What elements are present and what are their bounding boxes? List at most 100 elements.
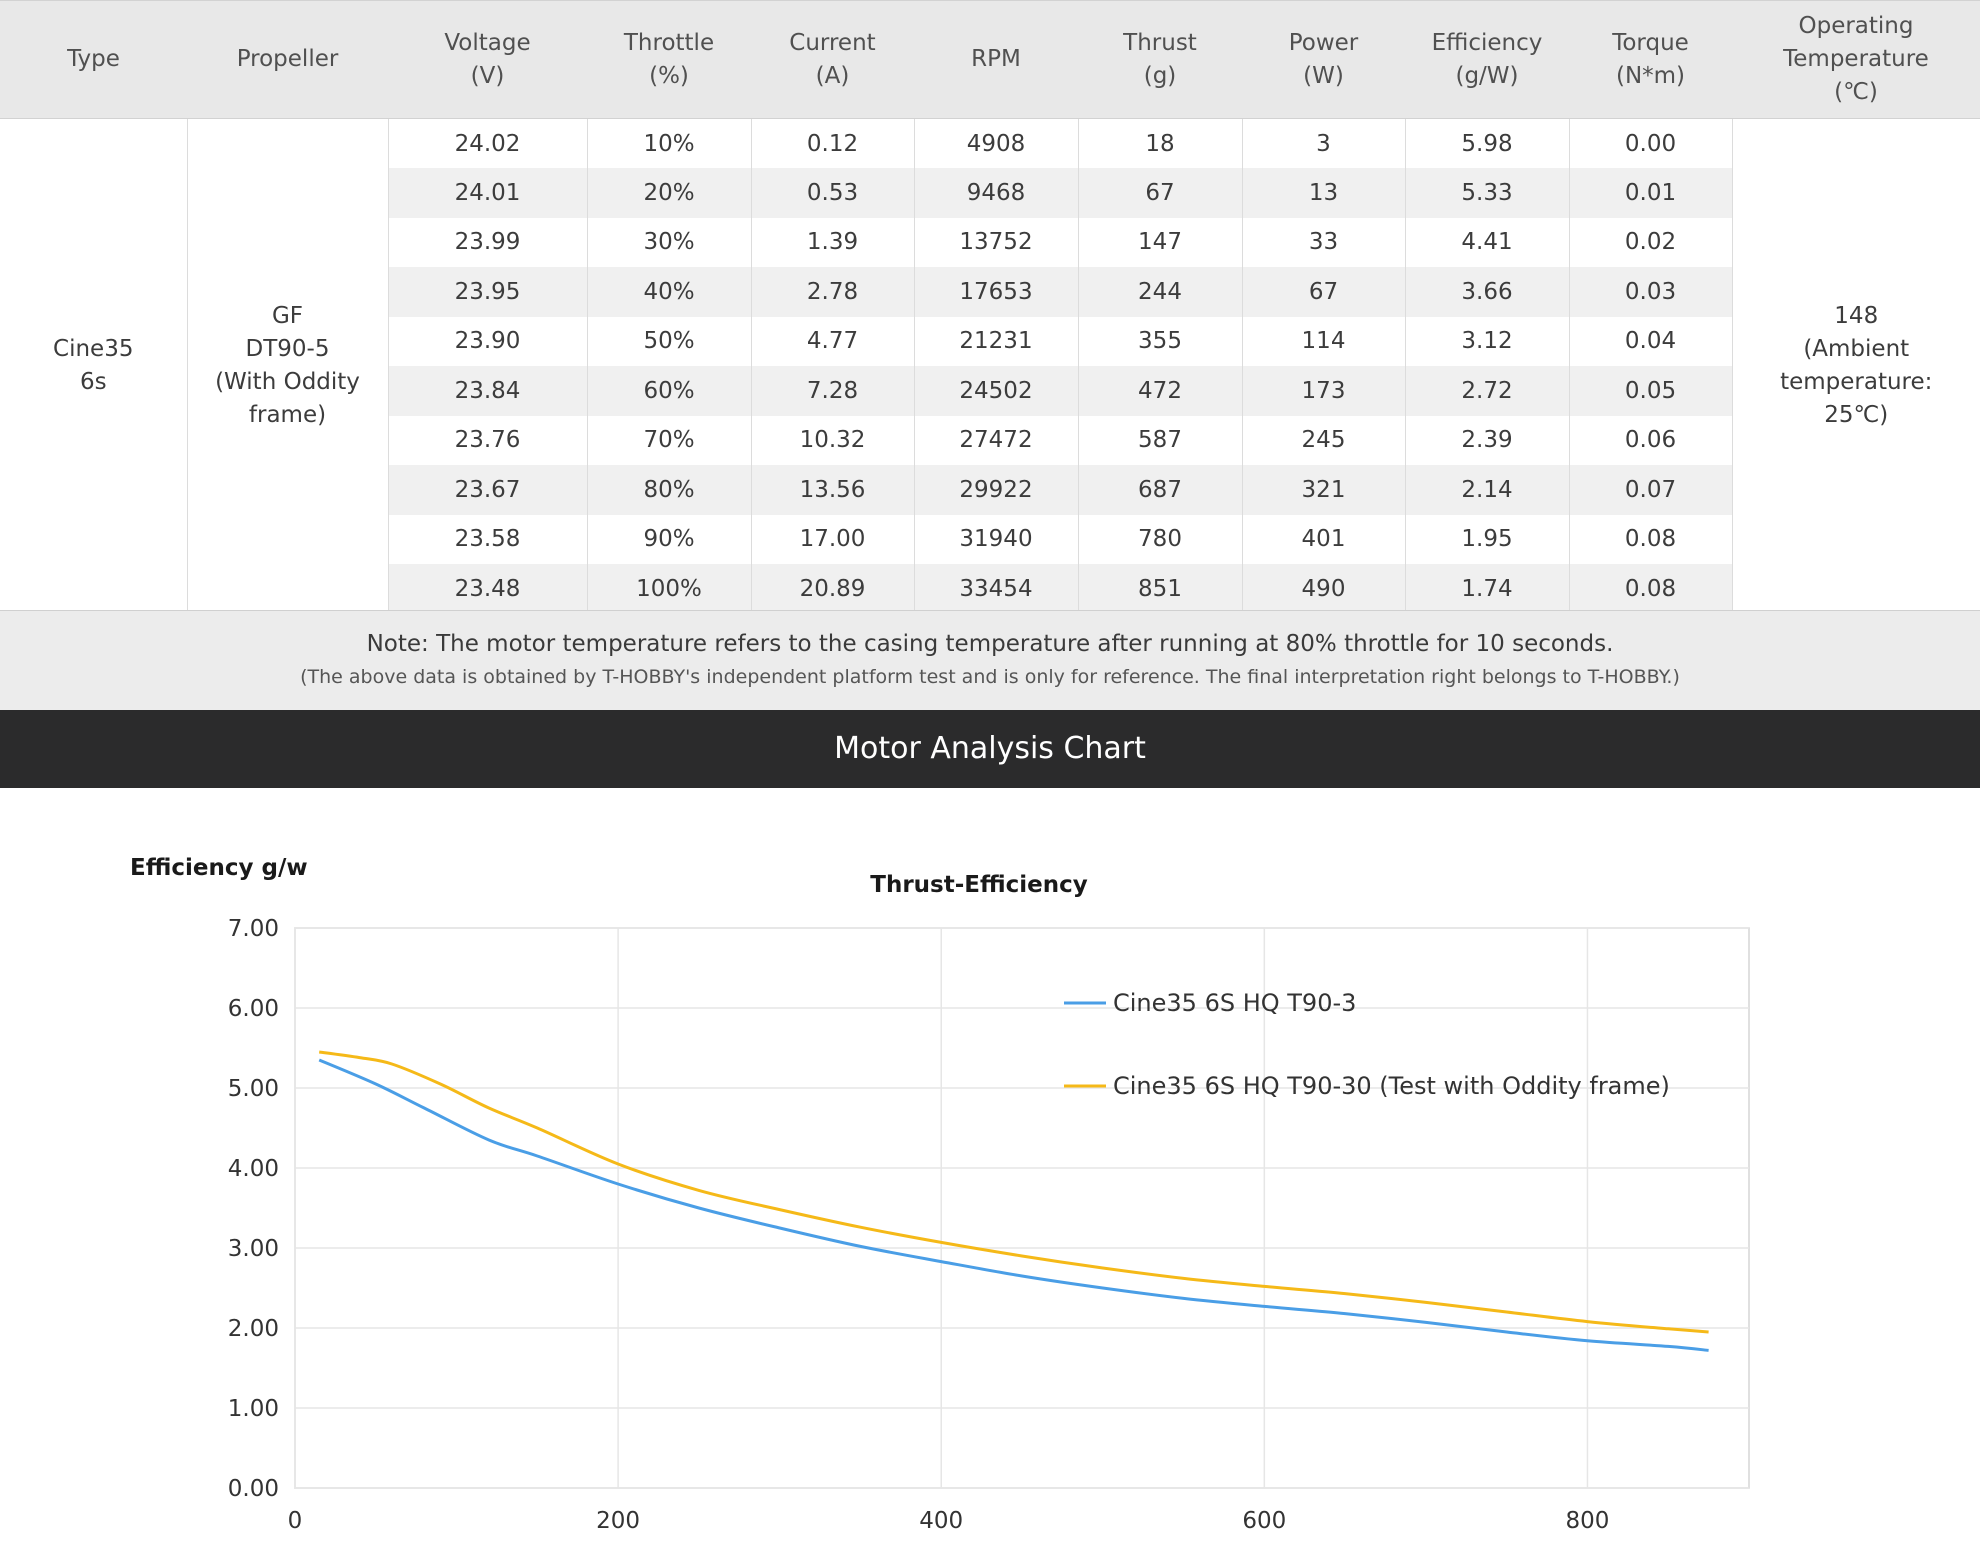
voltage-cell: 23.90 xyxy=(388,316,588,366)
throttle-cell: 20% xyxy=(587,168,752,218)
power-cell: 173 xyxy=(1242,366,1406,416)
throttle-cell: 60% xyxy=(587,366,752,416)
torque-cell: 0.04 xyxy=(1569,316,1733,366)
power-cell: 114 xyxy=(1242,316,1406,366)
efficiency-cell: 2.72 xyxy=(1405,366,1570,416)
voltage-cell: 24.02 xyxy=(388,118,588,168)
current-cell: 17.00 xyxy=(751,514,915,564)
test-note: Note: The motor temperature refers to th… xyxy=(0,610,1980,711)
thrust-cell: 67 xyxy=(1078,168,1243,218)
voltage-cell: 23.67 xyxy=(388,465,588,515)
y-tick-label: 2.00 xyxy=(228,1316,279,1342)
thrust-cell: 587 xyxy=(1078,415,1243,465)
series-lines xyxy=(318,1050,1709,1352)
torque-cell: 0.00 xyxy=(1569,118,1733,168)
rpm-cell: 24502 xyxy=(914,366,1079,416)
type-cell: Cine35 6s xyxy=(0,118,188,614)
legend-label-2: Cine35 6S HQ T90-30 (Test with Oddity fr… xyxy=(1113,1072,1670,1100)
power-cell: 401 xyxy=(1242,514,1406,564)
grid-lines xyxy=(294,927,1750,1489)
header-current: Current (A) xyxy=(751,0,914,119)
chart-legend: Cine35 6S HQ T90-3 Cine35 6S HQ T90-30 (T… xyxy=(1064,989,1670,1100)
section-title: Motor Analysis Chart xyxy=(0,710,1980,788)
y-tick-label: 5.00 xyxy=(228,1076,279,1102)
header-thrust: Thrust (g) xyxy=(1078,0,1242,119)
thrust-cell: 780 xyxy=(1078,514,1243,564)
torque-cell: 0.06 xyxy=(1569,415,1733,465)
disclaimer-note: (The above data is obtained by T-HOBBY's… xyxy=(300,666,1680,688)
rpm-cell: 27472 xyxy=(914,415,1079,465)
y-axis-title: Efficiency g/w xyxy=(130,855,308,881)
current-cell: 7.28 xyxy=(751,366,915,416)
throttle-cell: 90% xyxy=(587,514,752,564)
torque-cell: 0.01 xyxy=(1569,168,1733,218)
voltage-cell: 23.48 xyxy=(388,564,588,614)
efficiency-cell: 5.33 xyxy=(1405,168,1570,218)
header-type: Type xyxy=(0,0,187,119)
legend-label-1: Cine35 6S HQ T90-3 xyxy=(1113,989,1356,1017)
table-row: 23.90 50% 4.77 21231 355 114 3.12 0.04 xyxy=(0,316,1980,366)
throttle-cell: 80% xyxy=(587,465,752,515)
y-tick-label: 0.00 xyxy=(228,1476,279,1502)
thrust-cell: 244 xyxy=(1078,267,1243,317)
efficiency-cell: 2.14 xyxy=(1405,465,1570,515)
table-body: Cine35 6s GF DT90-5 (With Oddity frame) 24… xyxy=(0,118,1980,614)
rpm-cell: 33454 xyxy=(914,564,1079,614)
x-tick-label: 200 xyxy=(596,1508,640,1534)
x-tick-label: 800 xyxy=(1565,1508,1609,1534)
x-tick-label: 0 xyxy=(288,1508,303,1534)
table-row: 23.76 70% 10.32 27472 587 245 2.39 0.06 xyxy=(0,415,1980,465)
throttle-cell: 30% xyxy=(587,217,752,267)
rpm-cell: 13752 xyxy=(914,217,1079,267)
rpm-cell: 4908 xyxy=(914,118,1079,168)
header-throttle: Throttle (%) xyxy=(587,0,751,119)
efficiency-cell: 1.95 xyxy=(1405,514,1570,564)
rpm-cell: 17653 xyxy=(914,267,1079,317)
rpm-cell: 31940 xyxy=(914,514,1079,564)
header-rpm: RPM xyxy=(914,0,1078,119)
efficiency-cell: 3.12 xyxy=(1405,316,1570,366)
current-cell: 0.53 xyxy=(751,168,915,218)
rpm-cell: 29922 xyxy=(914,465,1079,515)
thrust-cell: 18 xyxy=(1078,118,1243,168)
y-tick-label: 7.00 xyxy=(228,916,279,942)
thrust-cell: 472 xyxy=(1078,366,1243,416)
plot-area-border xyxy=(294,927,1750,1489)
power-cell: 245 xyxy=(1242,415,1406,465)
throttle-cell: 10% xyxy=(587,118,752,168)
header-voltage: Voltage (V) xyxy=(388,0,587,119)
current-cell: 1.39 xyxy=(751,217,915,267)
current-cell: 20.89 xyxy=(751,564,915,614)
header-power: Power (W) xyxy=(1242,0,1405,119)
thrust-cell: 687 xyxy=(1078,465,1243,515)
table-row: 23.67 80% 13.56 29922 687 321 2.14 0.07 xyxy=(0,465,1980,515)
efficiency-cell: 4.41 xyxy=(1405,217,1570,267)
y-tick-label: 1.00 xyxy=(228,1396,279,1422)
table-row: 23.48 100% 20.89 33454 851 490 1.74 0.08 xyxy=(0,564,1980,614)
power-cell: 490 xyxy=(1242,564,1406,614)
throttle-cell: 40% xyxy=(587,267,752,317)
current-cell: 0.12 xyxy=(751,118,915,168)
power-cell: 33 xyxy=(1242,217,1406,267)
rpm-cell: 21231 xyxy=(914,316,1079,366)
propeller-cell: GF DT90-5 (With Oddity frame) xyxy=(187,118,389,614)
header-operating-temperature: Operating Temperature (℃) xyxy=(1732,0,1980,119)
motor-spec-table: Type Propeller Voltage (V) Throttle (%) … xyxy=(0,0,1980,614)
y-tick-label: 6.00 xyxy=(228,996,279,1022)
x-tick-label: 600 xyxy=(1242,1508,1286,1534)
x-tick-label: 400 xyxy=(919,1508,963,1534)
header-row: Type Propeller Voltage (V) Throttle (%) … xyxy=(0,0,1980,119)
voltage-cell: 23.99 xyxy=(388,217,588,267)
torque-cell: 0.03 xyxy=(1569,267,1733,317)
voltage-cell: 24.01 xyxy=(388,168,588,218)
axis-ticks: 0.00 1.00 2.00 3.00 4.00 5.00 6.00 7.00 0 200 400 6… xyxy=(228,916,1610,1534)
efficiency-cell: 2.39 xyxy=(1405,415,1570,465)
table-row: 23.99 30% 1.39 13752 147 33 4.41 0.02 xyxy=(0,217,1980,267)
header-efficiency: Efficiency (g/W) xyxy=(1405,0,1569,119)
series-line-2 xyxy=(319,1050,1709,1334)
power-cell: 321 xyxy=(1242,465,1406,515)
thrust-cell: 147 xyxy=(1078,217,1243,267)
header-propeller: Propeller xyxy=(187,0,388,119)
power-cell: 13 xyxy=(1242,168,1406,218)
thrust-cell: 851 xyxy=(1078,564,1243,614)
